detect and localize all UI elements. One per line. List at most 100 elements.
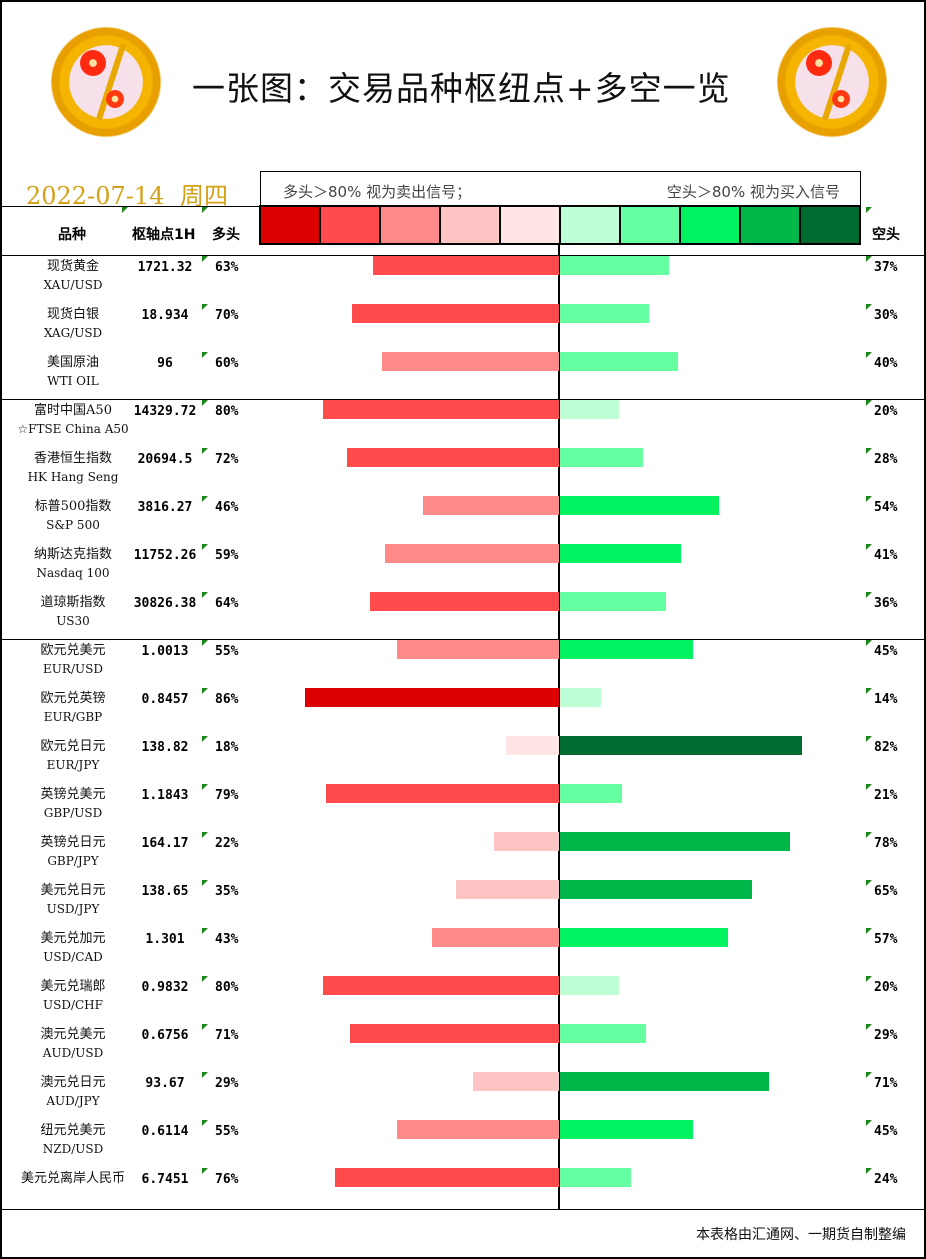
cell-comment-marker-icon	[866, 1072, 872, 1078]
column-header-bull: 多头	[212, 227, 240, 243]
instrument-name: 美国原油 WTI OIL	[14, 354, 132, 390]
bull-percent: 80%	[215, 980, 239, 995]
instrument-cn: 欧元兑美元	[40, 643, 106, 658]
instrument-name: 澳元兑日元 AUD/JPY	[14, 1074, 132, 1110]
cell-comment-marker-icon	[866, 352, 872, 358]
bull-bar	[347, 448, 559, 467]
bear-percent: 29%	[874, 1028, 898, 1043]
bear-percent: 71%	[874, 1076, 898, 1091]
bull-bar	[456, 880, 559, 899]
instrument-name: 英镑兑日元 GBP/JPY	[14, 834, 132, 870]
page-title: 一张图：交易品种枢纽点+多空一览	[192, 69, 731, 108]
cell-comment-marker-icon	[866, 1120, 872, 1126]
instrument-name: 美元兑离岸人民币	[14, 1170, 132, 1188]
bull-bar	[473, 1072, 559, 1091]
cell-comment-marker-icon	[202, 496, 208, 502]
instrument-name: 欧元兑日元 EUR/JPY	[14, 738, 132, 774]
color-swatch	[801, 207, 859, 243]
bear-bar	[560, 592, 666, 611]
pivot-value: 1.301	[145, 932, 185, 947]
color-swatch	[321, 207, 381, 243]
bear-percent: 20%	[874, 404, 898, 419]
table-row: 美元兑日元 USD/JPY 138.65 35% 65%	[0, 880, 926, 928]
table-row: 纳斯达克指数 Nasdaq 100 11752.26 59% 41%	[0, 544, 926, 592]
instrument-en: ☆FTSE China A50	[17, 422, 129, 436]
table-row: 现货白银 XAG/USD 18.934 70% 30%	[0, 304, 926, 352]
color-swatch	[261, 207, 321, 243]
table-row: 澳元兑日元 AUD/JPY 93.67 29% 71%	[0, 1072, 926, 1120]
bear-bar	[560, 976, 619, 995]
bear-bar	[560, 736, 802, 755]
bull-percent: 60%	[215, 356, 239, 371]
table-row: 美元兑瑞郎 USD/CHF 0.9832 80% 20%	[0, 976, 926, 1024]
column-header-instrument: 品种	[58, 227, 86, 243]
color-swatch	[741, 207, 801, 243]
pivot-value: 93.67	[145, 1076, 185, 1091]
table-row: 美元兑离岸人民币 6.7451 76% 24%	[0, 1168, 926, 1216]
cell-comment-marker-icon	[866, 400, 872, 406]
bull-bar	[352, 304, 559, 323]
instrument-en: USD/JPY	[46, 902, 100, 916]
instrument-en: EUR/JPY	[46, 758, 100, 772]
cell-comment-marker-icon	[866, 880, 872, 886]
pivot-value: 1.1843	[141, 788, 189, 803]
bear-bar	[560, 832, 790, 851]
bear-bar	[560, 1168, 631, 1187]
instrument-en: S&P 500	[46, 518, 100, 532]
color-swatch	[441, 207, 501, 243]
bear-bar	[560, 1072, 769, 1091]
instrument-name: 香港恒生指数 HK Hang Seng	[14, 450, 132, 486]
instrument-name: 标普500指数 S&P 500	[14, 498, 132, 534]
bull-bar	[326, 784, 559, 803]
bull-percent: 43%	[215, 932, 239, 947]
instrument-cn: 澳元兑日元	[40, 1075, 106, 1090]
table-row: 英镑兑日元 GBP/JPY 164.17 22% 78%	[0, 832, 926, 880]
instrument-name: 现货白银 XAG/USD	[14, 306, 132, 342]
bull-percent: 71%	[215, 1028, 239, 1043]
cell-comment-marker-icon	[202, 1072, 208, 1078]
bull-bar	[350, 1024, 559, 1043]
column-header-pivot: 枢轴点1H	[132, 227, 196, 243]
instrument-en: AUD/JPY	[46, 1094, 100, 1108]
pivot-value: 6.7451	[141, 1172, 189, 1187]
table-row: 英镑兑美元 GBP/USD 1.1843 79% 21%	[0, 784, 926, 832]
instrument-name: 美元兑日元 USD/JPY	[14, 882, 132, 918]
instrument-cn: 香港恒生指数	[33, 451, 112, 466]
pivot-value: 20694.5	[137, 452, 193, 467]
pivot-value: 1721.32	[137, 260, 193, 275]
bull-bar	[385, 544, 559, 563]
bear-bar	[560, 928, 728, 947]
instrument-cn: 澳元兑美元	[40, 1027, 106, 1042]
center-axis	[558, 245, 560, 1210]
instrument-en: USD/CAD	[43, 950, 103, 964]
bear-percent: 28%	[874, 452, 898, 467]
bull-percent: 55%	[215, 1124, 239, 1139]
bull-percent: 80%	[215, 404, 239, 419]
instrument-cn: 富时中国A50	[34, 403, 112, 418]
instrument-cn: 欧元兑英镑	[40, 691, 106, 706]
bull-percent: 46%	[215, 500, 239, 515]
instrument-en: EUR/USD	[43, 662, 103, 676]
instrument-name: 澳元兑美元 AUD/USD	[14, 1026, 132, 1062]
bear-bar	[560, 1120, 693, 1139]
instrument-cn: 现货白银	[46, 307, 99, 322]
instrument-cn: 美元兑离岸人民币	[20, 1171, 125, 1186]
bear-bar	[560, 352, 678, 371]
pivot-value: 96	[157, 356, 173, 371]
bear-percent: 20%	[874, 980, 898, 995]
column-header-bear: 空头	[872, 227, 900, 243]
instrument-name: 纽元兑美元 NZD/USD	[14, 1122, 132, 1158]
bear-percent: 21%	[874, 788, 898, 803]
pivot-value: 164.17	[141, 836, 189, 851]
bull-bar	[382, 352, 559, 371]
instrument-name: 现货黄金 XAU/USD	[14, 258, 132, 294]
cell-comment-marker-icon	[866, 207, 872, 213]
legend-bull-rule: 多头＞80% 视为卖出信号；	[283, 183, 472, 201]
instrument-en: GBP/USD	[43, 806, 103, 820]
instrument-en: US30	[56, 614, 90, 628]
instrument-cn: 标普500指数	[34, 499, 112, 514]
bear-percent: 41%	[874, 548, 898, 563]
instrument-en: GBP/JPY	[47, 854, 99, 868]
table-row: 欧元兑美元 EUR/USD 1.0013 55% 45%	[0, 640, 926, 688]
cell-comment-marker-icon	[866, 736, 872, 742]
